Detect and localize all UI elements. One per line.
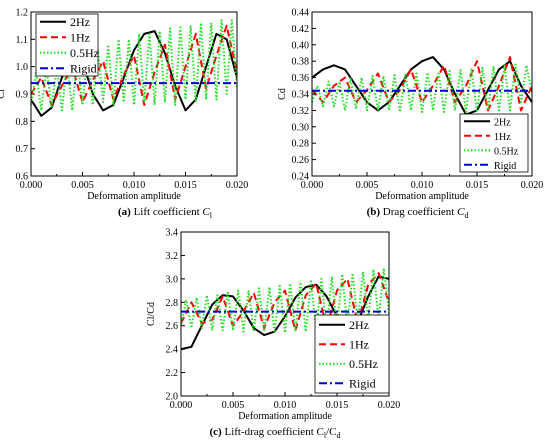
chart-panel-3: 0.000 0.005 0.010 0.015 0.020 2.0 2.2 2.4 2.6 2.8… xyxy=(146,228,400,423)
caption-c: (c) Lift-drag coefficient Cl/Cd xyxy=(150,426,400,440)
legend-label: Rigid xyxy=(70,61,97,75)
y-tick-label: 2.6 xyxy=(166,321,179,332)
legend-label: 1Hz xyxy=(349,337,369,351)
y-tick-label: 0.32 xyxy=(292,106,310,117)
legend-label: 2Hz xyxy=(70,15,90,29)
caption-c-symbol: C xyxy=(316,426,324,438)
x-tick-label: 0.015 xyxy=(326,400,349,411)
x-tick-label: 0.020 xyxy=(226,180,249,191)
legend-label: 0.5Hz xyxy=(70,46,99,60)
legend-label: 2Hz xyxy=(494,117,511,128)
caption-c-sub2: d xyxy=(336,431,341,441)
series-line-1hz xyxy=(312,56,532,112)
y-tick-label: 2.0 xyxy=(166,392,179,403)
caption-a-symbol: C xyxy=(202,206,210,218)
x-tick-label: 0.000 xyxy=(301,180,324,191)
y-axis-label: Cl/Cd xyxy=(146,302,157,326)
x-tick-label: 0.005 xyxy=(71,180,94,191)
caption-c-label: (c) xyxy=(209,426,222,438)
x-tick-label: 0.015 xyxy=(466,180,489,191)
legend-label: Rigid xyxy=(349,376,376,390)
y-tick-label: 0.28 xyxy=(292,139,310,150)
legend: 2Hz 1Hz 0.5Hz Rigid xyxy=(314,314,390,394)
y-tick-label: 2.8 xyxy=(166,298,179,309)
y-axis-label: Cl xyxy=(0,89,7,99)
y-tick-label: 0.36 xyxy=(292,73,310,84)
y-tick-label: 0.42 xyxy=(292,24,310,35)
x-tick-label: 0.015 xyxy=(174,180,197,191)
caption-b-symbol: C xyxy=(457,206,465,218)
legend-box xyxy=(35,13,99,77)
y-tick-label: 0.24 xyxy=(292,172,310,183)
y-tick-label: 0.6 xyxy=(16,172,29,183)
caption-c-text: Lift-drag coefficient xyxy=(224,426,314,438)
legend-label: 1Hz xyxy=(494,132,511,143)
x-tick-label: 0.020 xyxy=(521,180,544,191)
x-tick-label: 0.010 xyxy=(411,180,434,191)
x-tick-label: 0.000 xyxy=(20,180,43,191)
y-tick-label: 0.30 xyxy=(292,122,310,133)
y-tick-label: 2.2 xyxy=(166,368,179,379)
y-tick-label: 0.9 xyxy=(16,90,29,101)
x-tick-label: 0.010 xyxy=(274,400,297,411)
legend: 2Hz 1Hz 0.5Hz Rigid xyxy=(459,113,529,173)
caption-c-symbol2: /C xyxy=(326,426,337,438)
legend-label: 1Hz xyxy=(70,30,90,44)
chart-panel-1: 0.000 0.005 0.010 0.015 0.020 0.6 0.7 0.8 0.9 1.0… xyxy=(0,8,248,203)
legend-label: 2Hz xyxy=(349,318,369,332)
legend-box xyxy=(459,113,529,173)
y-tick-label: 0.8 xyxy=(16,117,29,128)
chart-panel-2: 0.000 0.005 0.010 0.015 0.020 0.24 0.26 0.28 0.3… xyxy=(277,8,543,203)
y-tick-label: 1.2 xyxy=(16,8,29,19)
x-tick-label: 0.010 xyxy=(123,180,146,191)
caption-c-sub: l xyxy=(323,431,327,441)
x-tick-label: 0.000 xyxy=(170,400,193,411)
y-tick-label: 0.34 xyxy=(292,90,310,101)
y-tick-label: 0.38 xyxy=(292,57,310,68)
caption-b-text: Drag coefficient xyxy=(382,206,455,218)
caption-a-label: (a) xyxy=(118,206,131,218)
x-axis-label: Deformation amplitude xyxy=(375,191,469,202)
y-tick-label: 2.4 xyxy=(166,345,179,356)
x-tick-label: 0.020 xyxy=(378,400,401,411)
caption-a-sub: l xyxy=(209,211,212,221)
y-tick-label: 0.44 xyxy=(292,8,310,19)
x-tick-label: 0.005 xyxy=(356,180,379,191)
y-tick-label: 0.40 xyxy=(292,40,310,51)
legend-box xyxy=(314,314,390,394)
legend-label: 0.5Hz xyxy=(349,357,378,371)
x-axis-label: Deformation amplitude xyxy=(87,191,181,202)
caption-a-text: Lift coefficient xyxy=(133,206,200,218)
x-tick-label: 0.005 xyxy=(222,400,245,411)
y-tick-label: 1.1 xyxy=(16,35,29,46)
series-group xyxy=(312,56,532,116)
caption-b: (b) Drag coefficient Cd xyxy=(290,206,545,220)
y-tick-label: 0.7 xyxy=(16,144,29,155)
y-tick-label: 0.26 xyxy=(292,155,310,166)
y-tick-label: 3.4 xyxy=(166,228,179,239)
legend-label: Rigid xyxy=(494,161,516,172)
y-tick-label: 3.2 xyxy=(166,251,179,262)
series-line-05hz xyxy=(312,63,532,114)
y-tick-label: 1.0 xyxy=(16,62,29,73)
caption-b-label: (b) xyxy=(366,206,381,218)
caption-b-sub: d xyxy=(464,211,469,221)
legend-label: 0.5Hz xyxy=(494,146,519,157)
caption-a: (a) Lift coefficient Cl xyxy=(40,206,290,220)
x-axis-label: Deformation amplitude xyxy=(238,411,332,422)
y-tick-label: 3.0 xyxy=(166,274,179,285)
y-axis-label: Cd xyxy=(277,88,288,100)
